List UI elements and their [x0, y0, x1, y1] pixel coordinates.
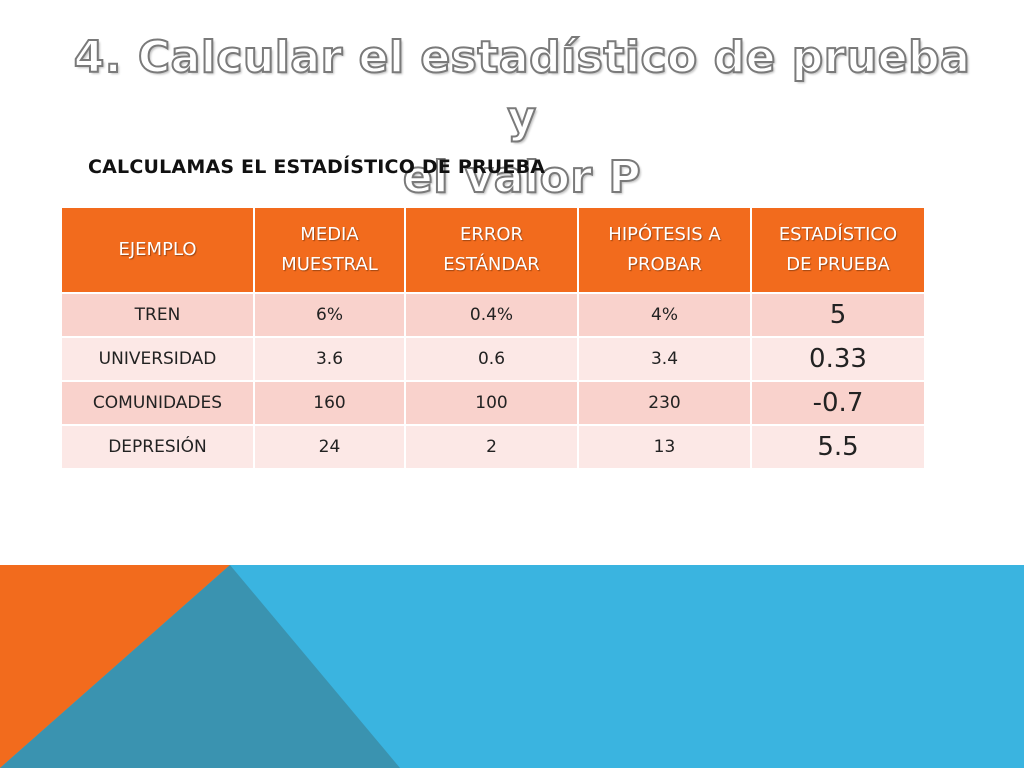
header-estadistico-line-1: ESTADÍSTICO	[778, 224, 898, 245]
header-media-line-2: MUESTRAL	[281, 254, 378, 275]
table-row: DEPRESIÓN 24 2 13 5.5	[60, 424, 926, 470]
cell-media: 6%	[253, 292, 406, 338]
header-estadistico-line-2: DE PRUEBA	[786, 254, 890, 275]
header-hipotesis-line-1: HIPÓTESIS A	[608, 224, 721, 245]
statistics-table: EJEMPLO MEDIA MUESTRAL ERROR ESTÁNDAR HI…	[60, 206, 926, 470]
cell-estadistico: -0.7	[750, 380, 926, 426]
cell-hipotesis: 3.4	[577, 336, 752, 382]
header-error-estandar: ERROR ESTÁNDAR	[404, 206, 579, 294]
cell-ejemplo: UNIVERSIDAD	[60, 336, 255, 382]
cell-ejemplo: TREN	[60, 292, 255, 338]
cell-hipotesis: 13	[577, 424, 752, 470]
cell-estadistico: 5.5	[750, 424, 926, 470]
header-hipotesis: HIPÓTESIS A PROBAR	[577, 206, 752, 294]
cell-error: 100	[404, 380, 579, 426]
cell-media: 160	[253, 380, 406, 426]
header-ejemplo-label: EJEMPLO	[118, 239, 197, 260]
cell-error: 0.4%	[404, 292, 579, 338]
decorative-footer-shapes	[0, 565, 1024, 768]
header-hipotesis-line-2: PROBAR	[627, 254, 702, 275]
header-error-line-1: ERROR	[459, 224, 524, 245]
table-header-row: EJEMPLO MEDIA MUESTRAL ERROR ESTÁNDAR HI…	[60, 206, 926, 294]
cell-ejemplo: DEPRESIÓN	[60, 424, 255, 470]
table-row: UNIVERSIDAD 3.6 0.6 3.4 0.33	[60, 336, 926, 382]
slide-subtitle: CALCULAMAS EL ESTADÍSTICO DE PRUEBA	[88, 156, 546, 178]
cell-error: 0.6	[404, 336, 579, 382]
cell-hipotesis: 4%	[577, 292, 752, 338]
header-error-line-2: ESTÁNDAR	[443, 254, 540, 275]
header-ejemplo: EJEMPLO	[60, 206, 255, 294]
cell-media: 24	[253, 424, 406, 470]
cell-media: 3.6	[253, 336, 406, 382]
header-estadistico: ESTADÍSTICO DE PRUEBA	[750, 206, 926, 294]
overlap-triangle-shape	[0, 565, 400, 768]
cell-estadistico: 0.33	[750, 336, 926, 382]
table-row: COMUNIDADES 160 100 230 -0.7	[60, 380, 926, 426]
slide-title-line-1: 4. Calcular el estadístico de prueba y	[73, 31, 971, 144]
table-row: TREN 6% 0.4% 4% 5	[60, 292, 926, 338]
cell-ejemplo: COMUNIDADES	[60, 380, 255, 426]
header-media-muestral: MEDIA MUESTRAL	[253, 206, 406, 294]
header-media-line-1: MEDIA	[300, 224, 359, 245]
cell-error: 2	[404, 424, 579, 470]
cell-hipotesis: 230	[577, 380, 752, 426]
cell-estadistico: 5	[750, 292, 926, 338]
slide-title: 4. Calcular el estadístico de prueba y e…	[60, 28, 984, 208]
slide-title-line-2: el valor P	[402, 151, 642, 204]
